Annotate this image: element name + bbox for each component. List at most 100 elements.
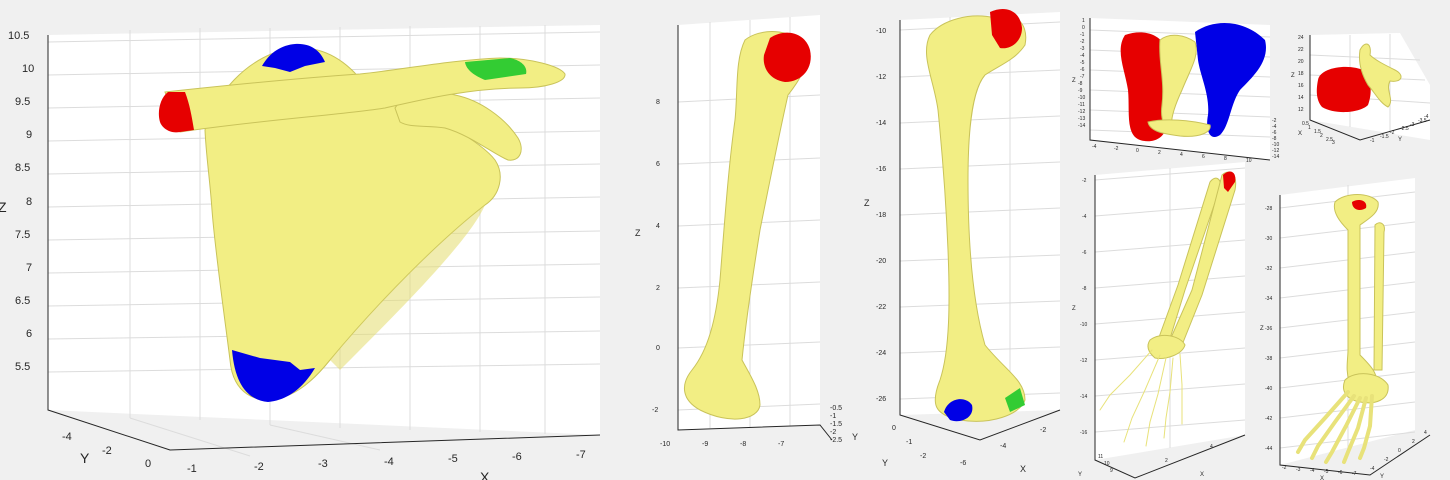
- svg-text:22: 22: [1298, 47, 1304, 53]
- svg-text:-5: -5: [1324, 469, 1329, 475]
- svg-text:-4: -4: [1370, 466, 1375, 472]
- forearm-axis-lines: [1094, 175, 1246, 479]
- svg-text:-16: -16: [876, 166, 886, 173]
- svg-text:0: 0: [1398, 448, 1401, 454]
- svg-text:-1: -1: [1080, 32, 1085, 38]
- svg-text:0: 0: [656, 345, 660, 352]
- svg-text:7: 7: [26, 262, 32, 274]
- humerus-axis-lines: [677, 25, 833, 441]
- svg-text:10.5: 10.5: [8, 30, 29, 42]
- forearm-y-ticks: 11 10 9: [1098, 454, 1113, 474]
- svg-text:-2: -2: [1080, 39, 1085, 45]
- svg-text:-2: -2: [1282, 465, 1287, 471]
- svg-text:-2: -2: [1082, 178, 1087, 184]
- svg-text:-8: -8: [740, 441, 746, 448]
- svg-text:-8: -8: [1078, 81, 1083, 87]
- forearm-plot[interactable]: -2 -4 -6 -8 -10 -12 -14 -16 Z 11 10 9 Y …: [1070, 160, 1260, 480]
- scapula-blue-bottom: [232, 350, 315, 402]
- svg-text:-42: -42: [1265, 416, 1272, 422]
- humerus-x-ticks: -10 -9 -8 -7: [660, 441, 784, 448]
- humerus-axes: 8 6 4 2 0 -2 Z -10 -9 -8 -7 -0.5 -1 -1.5…: [635, 15, 858, 448]
- svg-text:-4: -4: [62, 431, 72, 443]
- scapula-x-ticks: -1 -2 -3 -4 -5 -6 -7: [187, 449, 586, 475]
- svg-text:-6: -6: [1082, 250, 1087, 256]
- svg-text:-6: -6: [1080, 67, 1085, 73]
- svg-text:-10: -10: [1272, 142, 1279, 148]
- svg-text:12: 12: [1298, 107, 1304, 113]
- svg-text:-2: -2: [1390, 130, 1395, 136]
- svg-text:10: 10: [1246, 158, 1252, 164]
- vertebra-x-ticks: 0.5 1 1.5 2 2.5 3: [1302, 121, 1335, 145]
- svg-text:-24: -24: [876, 350, 886, 357]
- svg-text:-2: -2: [254, 461, 264, 473]
- vertebra-y-label: Y: [1398, 137, 1402, 143]
- humerus-head-red: [763, 32, 811, 82]
- svg-text:2: 2: [1412, 439, 1415, 445]
- pelvis-pubis: [1147, 119, 1211, 137]
- svg-text:-12: -12: [1080, 358, 1087, 364]
- pelvis-z-label: Z: [1072, 78, 1076, 84]
- svg-text:10: 10: [22, 63, 34, 75]
- svg-text:-2.5: -2.5: [1400, 126, 1409, 132]
- svg-text:-2: -2: [920, 453, 926, 460]
- svg-text:-4: -4: [384, 456, 394, 468]
- femur-plot[interactable]: -10 -12 -14 -16 -18 -20 -22 -24 -26 Z 0 …: [860, 0, 1080, 480]
- scapula-axes: 10.5 10 9.5 9 8.5 8 7.5 7 6.5 6 5.5 Z -4…: [0, 25, 601, 480]
- leg-axes: -28 -30 -32 -34 -36 -38 -40 -42 -44 Z -2…: [1260, 178, 1431, 480]
- svg-text:0: 0: [145, 458, 151, 470]
- svg-text:-1: -1: [187, 463, 197, 475]
- svg-text:8: 8: [1224, 156, 1227, 162]
- vertebra-axis-lines: [1309, 35, 1431, 141]
- svg-text:-7: -7: [1080, 74, 1085, 80]
- svg-text:-8: -8: [1082, 286, 1087, 292]
- clavicle-red-end: [158, 92, 194, 133]
- svg-text:-18: -18: [876, 212, 886, 219]
- humerus-z-label: Z: [635, 228, 641, 238]
- femur-y-ticks: 0 -1 -2: [892, 425, 926, 460]
- leg-plot[interactable]: -28 -30 -32 -34 -36 -38 -40 -42 -44 Z -2…: [1260, 170, 1450, 480]
- hand-phalanges: [1099, 349, 1183, 447]
- svg-text:4: 4: [1424, 430, 1427, 436]
- leg-x-label: X: [1320, 476, 1324, 480]
- svg-text:-32: -32: [1265, 266, 1272, 272]
- vertebra-y-ticks: -1 -1.5 -2 -2.5 -3 -3.5 -4: [1370, 114, 1429, 144]
- vertebra-axes: 24 22 20 18 16 14 12 Z 0.5 1 1.5 2 2.5 3…: [1291, 33, 1431, 145]
- svg-text:-30: -30: [1265, 236, 1272, 242]
- svg-text:-3: -3: [1080, 46, 1085, 52]
- svg-text:4: 4: [656, 223, 660, 230]
- femur-condyle-green: [1005, 388, 1025, 412]
- scapula-plot[interactable]: 10.5 10 9.5 9 8.5 8 7.5 7 6.5 6 5.5 Z -4…: [0, 0, 620, 480]
- leg-y-label: Y: [1380, 474, 1384, 480]
- svg-text:-1: -1: [830, 413, 836, 420]
- femur-head-red: [990, 8, 1022, 49]
- svg-text:11: 11: [1098, 454, 1103, 460]
- svg-text:-13: -13: [1078, 116, 1085, 122]
- pelvis-axis-lines: [1089, 18, 1271, 161]
- carpal-bones: [1147, 334, 1186, 359]
- pelvis-x-ticks: -4 -2 0 2 4 6 8 10: [1092, 144, 1252, 164]
- svg-text:4: 4: [1210, 444, 1213, 450]
- svg-text:-14: -14: [1272, 154, 1279, 160]
- humerus-y-label: Y: [852, 432, 858, 442]
- svg-text:-4: -4: [1424, 114, 1429, 120]
- pelvis-plot[interactable]: 1 0 -1 -2 -3 -4 -5 -6 -7 -8 -9 -10 -11 -…: [1070, 10, 1290, 165]
- femur-bone: [926, 14, 1027, 422]
- svg-text:9: 9: [26, 129, 32, 141]
- pelvis-axes: 1 0 -1 -2 -3 -4 -5 -6 -7 -8 -9 -10 -11 -…: [1072, 18, 1279, 164]
- svg-text:0: 0: [1082, 25, 1085, 31]
- svg-text:-36: -36: [1265, 326, 1272, 332]
- svg-text:-2: -2: [102, 445, 112, 457]
- svg-text:-26: -26: [876, 396, 886, 403]
- svg-text:-7: -7: [576, 449, 586, 461]
- femur-axes: -10 -12 -14 -16 -18 -20 -22 -24 -26 Z 0 …: [864, 8, 1061, 474]
- svg-text:-11: -11: [1078, 102, 1085, 108]
- vertebra-body-red: [1316, 66, 1371, 113]
- pelvis-z-ticks: 1 0 -1 -2 -3 -4 -5 -6 -7 -8 -9 -10 -11 -…: [1078, 18, 1085, 129]
- svg-text:-10: -10: [876, 28, 886, 35]
- svg-text:-6: -6: [512, 451, 522, 463]
- humerus-plot[interactable]: 8 6 4 2 0 -2 Z -10 -9 -8 -7 -0.5 -1 -1.5…: [620, 0, 860, 480]
- vertebra-x-label: X: [1298, 131, 1302, 137]
- svg-text:-12: -12: [1272, 148, 1279, 154]
- svg-text:-2: -2: [1384, 457, 1389, 463]
- vertebra-plot[interactable]: 24 22 20 18 16 14 12 Z 0.5 1 1.5 2 2.5 3…: [1290, 25, 1440, 145]
